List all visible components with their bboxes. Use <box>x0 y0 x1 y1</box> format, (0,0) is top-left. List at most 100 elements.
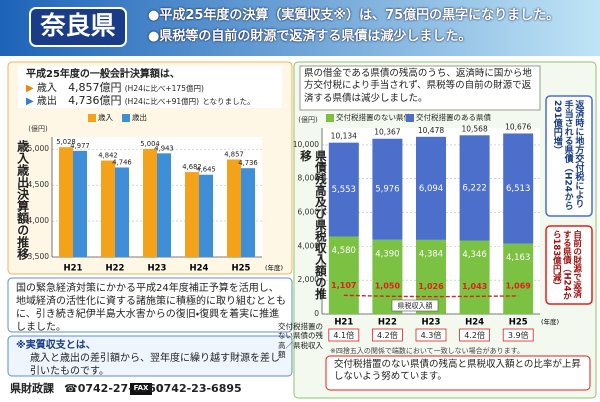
y-tick-label: 10,000 <box>293 140 319 149</box>
footer-dept: 県財政課 <box>10 382 54 395</box>
x-unit: (年度) <box>541 317 559 326</box>
bar <box>115 167 129 257</box>
x-tick-label: H22 <box>106 264 125 274</box>
y-tick-label: 4,500 <box>28 180 50 189</box>
value-label: 4,943 <box>154 144 173 152</box>
x-tick-label: H24 <box>190 264 209 274</box>
legend-label: 歳出 <box>132 112 147 122</box>
bar <box>157 153 171 257</box>
value-label: 4,746 <box>112 158 131 166</box>
x-tick-label: H21 <box>334 318 353 328</box>
x-tick-label: H23 <box>148 264 167 274</box>
summary-box <box>18 66 282 108</box>
ratio-box <box>328 328 360 342</box>
ratio-label: 4.2倍 <box>464 330 485 340</box>
summary-intro: 平成25年度の一般会計決算額は、 <box>26 69 180 80</box>
summary-row: ▶ 歳出 4,736億円 (H24に比べ+91億円) となりました。 <box>26 94 255 107</box>
callout-text: 返済時に地方交付税により手当される県債（H24から291億円増） <box>551 100 584 211</box>
prefecture-title: 奈良県 <box>40 11 116 40</box>
value-label: 6,094 <box>419 184 443 194</box>
bar-segment <box>503 243 534 314</box>
ratio-box <box>415 328 447 342</box>
bar <box>199 174 213 257</box>
goal-box <box>325 355 591 391</box>
bar-segment <box>459 135 490 241</box>
definition-box <box>7 335 293 377</box>
y-axis-label: 歳入歳出決算額の推移 <box>15 140 30 260</box>
row-note: (H24に比べ+91億円) <box>124 97 200 106</box>
definition-text: 歳入と歳出の差引額から、翌年度に繰り越す財源を差し引いたものです。 <box>30 353 280 377</box>
value-label: 4,580 <box>332 246 356 256</box>
ratio-box <box>459 328 491 342</box>
ratio-label: 4.3倍 <box>421 330 442 340</box>
fax-label: FAX <box>133 384 149 392</box>
policy-text: 国の緊急経済対策にかかる平成24年度補正予算を活用し、地域経済の活性化に資する諸… <box>16 283 286 333</box>
line-value-label: 1,043 <box>462 282 487 291</box>
ratio-box <box>371 328 403 342</box>
row-amount: 4,857億円 <box>68 81 122 94</box>
header-bullet: ●県税等の自前の財源で返済する県債は減少しました。 <box>148 29 472 44</box>
bar-segment <box>328 142 359 237</box>
callout-text: 自前の財源で返済する県債（H24から183億円減） <box>551 230 582 300</box>
bar-segment <box>416 136 446 240</box>
bar <box>185 172 199 257</box>
value-label: 4,163 <box>506 253 530 263</box>
title-box <box>29 7 127 47</box>
footer-tel: ☎0742-27-8360 <box>64 382 164 395</box>
rounding-note: ※四捨五入の関係で端数において一致しない場合があります。 <box>330 347 524 355</box>
total-label: 10,478 <box>418 126 444 135</box>
total-label: 10,676 <box>505 122 531 131</box>
line-name-box <box>391 299 439 312</box>
value-label: 5,028 <box>56 138 75 146</box>
y-tick-label: 3,500 <box>28 252 50 261</box>
total-label: 10,134 <box>331 132 357 141</box>
legend-swatch <box>88 114 96 122</box>
x-tick-label: H22 <box>378 318 397 328</box>
bar-segment <box>459 240 490 314</box>
value-label: 5,976 <box>375 185 399 195</box>
value-label: 4,857 <box>224 150 243 158</box>
debt-text-box <box>299 65 541 111</box>
bar <box>241 168 255 257</box>
ratio-box <box>502 328 534 342</box>
x-tick-label: H23 <box>422 318 441 328</box>
total-label: 10,568 <box>461 124 487 133</box>
y-tick-label: 0 <box>314 309 319 318</box>
line-value-label: 1,050 <box>375 282 401 291</box>
footer-fax: 0742-23-6895 <box>156 382 242 395</box>
summary-suffix: となりました。 <box>202 97 255 106</box>
y-tick-label: 4,000 <box>28 216 50 225</box>
x-unit: (年度) <box>265 263 283 272</box>
total-label: 10,367 <box>374 128 400 137</box>
value-label: 4,384 <box>419 249 443 259</box>
value-label: 6,222 <box>462 183 486 193</box>
legend-label: 交付税措置のある県債 <box>416 112 491 122</box>
legend-label: 交付税措置のない県債 <box>336 112 411 122</box>
bar-segment <box>372 138 403 240</box>
value-label: 4,682 <box>182 163 201 171</box>
x-tick-label: H25 <box>232 264 251 274</box>
value-label: 6,513 <box>506 184 530 194</box>
value-label: 4,842 <box>98 152 117 160</box>
value-label: 4,736 <box>238 159 257 167</box>
y-tick-label: 4,000 <box>298 241 320 250</box>
value-label: 5,553 <box>332 185 356 195</box>
value-label: 4,390 <box>375 249 399 259</box>
bar <box>101 160 115 257</box>
row-label: 歳出 <box>36 96 57 107</box>
row-note: (H24に比べ+175億円) <box>124 84 204 93</box>
ratio-label: 3.9倍 <box>508 330 529 340</box>
line <box>343 294 519 298</box>
bar-segment <box>328 236 359 314</box>
ratio-label: 4.1倍 <box>333 330 354 340</box>
fax-icon <box>130 383 152 395</box>
callout-box <box>545 95 593 217</box>
legend-swatch <box>122 114 130 122</box>
x-tick-label: H24 <box>465 318 484 328</box>
goal-text: 交付税措置のない県債の残高と県税収入額との比率が上昇しないよう努めています。 <box>334 359 581 383</box>
legend-swatch <box>406 114 414 122</box>
y-tick-label: 6,000 <box>298 208 320 217</box>
line-value-label: 1,107 <box>331 281 356 290</box>
